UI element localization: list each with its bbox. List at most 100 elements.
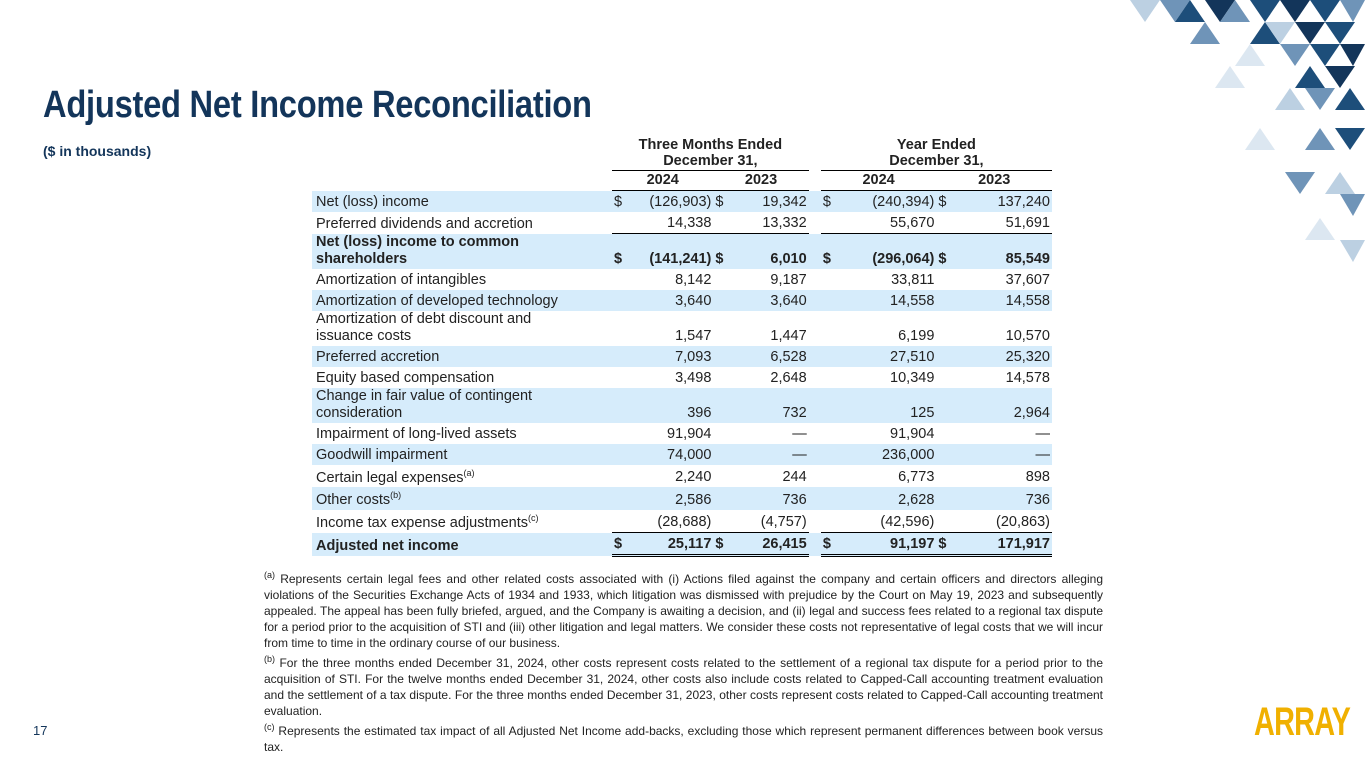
triangle — [1335, 88, 1365, 110]
value-cell: 236,000 — [843, 443, 937, 465]
spacer-cell — [808, 443, 821, 465]
value-cell: 14,558 — [958, 289, 1052, 311]
triangle — [1305, 88, 1335, 110]
value-cell: 125 — [843, 387, 937, 423]
currency-cell — [713, 367, 735, 388]
footnote: (a) Represents certain legal fees and ot… — [264, 567, 1103, 651]
triangle — [1325, 66, 1355, 88]
value-cell: (20,863) — [995, 514, 1050, 531]
currency-cell: $ — [820, 190, 844, 212]
currency-cell — [612, 345, 635, 367]
currency-cell — [713, 387, 736, 423]
currency-cell — [936, 510, 958, 533]
value-cell: 19,342 — [735, 190, 809, 212]
value-cell: 171,917 — [958, 532, 1052, 558]
row-label-line: Preferred dividends and accretion — [316, 215, 533, 232]
table-row: Net (loss) income $ (126,903) $19,342 $ (240,… — [312, 190, 1052, 212]
currency-cell — [936, 367, 958, 388]
triangle — [1245, 128, 1275, 150]
value-cell: 736 — [958, 487, 1052, 511]
value-cell: 25,117 — [634, 532, 714, 558]
currency-cell — [821, 269, 843, 290]
value-cell: (4,757) — [760, 514, 807, 531]
currency: $ — [715, 194, 724, 210]
currency-cell: $ — [936, 233, 959, 269]
empty-cell — [312, 137, 612, 171]
row-label: Preferred accretion — [312, 345, 613, 367]
triangle — [1190, 22, 1220, 44]
row-label: Goodwill impairment — [312, 443, 613, 465]
value-cell: 55,670 — [890, 215, 935, 231]
currency-cell — [612, 367, 634, 388]
row-label-line: Goodwill impairment — [316, 446, 448, 463]
table-row: Impairment of long-lived assets 91,904 — 91… — [312, 423, 1052, 444]
value-cell: (240,394) — [843, 190, 937, 212]
currency-cell — [936, 487, 959, 511]
currency-cell — [820, 443, 844, 465]
currency-cell: $ — [713, 532, 736, 558]
currency-cell: $ — [612, 190, 635, 212]
value-cell: — — [735, 443, 809, 465]
spacer-cell — [809, 510, 821, 533]
footnote-marker: (a) — [264, 570, 275, 580]
value-cell: 7,093 — [634, 345, 714, 367]
table-row: Certain legal expenses(a) 2,240 244 6,773 89… — [312, 465, 1052, 488]
currency-cell — [936, 345, 959, 367]
currency: $ — [822, 194, 831, 210]
value-cell: — — [1035, 425, 1051, 442]
value-cell: 2,628 — [843, 487, 937, 511]
currency-cell — [936, 289, 959, 311]
table-body: Net (loss) income $ (126,903) $19,342 $ (240,… — [312, 190, 1052, 558]
triangle — [1235, 44, 1265, 66]
value-cell: 2,964 — [958, 387, 1052, 423]
group-header: Three Months Ended December 31, — [612, 137, 809, 171]
currency-cell — [612, 487, 635, 511]
currency-cell — [612, 443, 635, 465]
footnote-text: Represents certain legal fees and other … — [264, 572, 1103, 650]
spacer-cell — [808, 345, 821, 367]
value-cell: (296,064) — [843, 233, 937, 269]
value-cell: 14,338 — [667, 215, 712, 231]
value-cell: 2,240 — [675, 469, 712, 486]
currency-cell — [820, 289, 844, 311]
value-cell: 2,586 — [634, 487, 714, 511]
triangle — [1295, 22, 1325, 44]
value-cell: 13,332 — [762, 215, 807, 231]
footnote-text: For the three months ended December 31, … — [264, 656, 1103, 718]
row-label-line: Equity based compensation — [316, 369, 495, 386]
row-label-line: shareholders — [316, 250, 408, 267]
table-row: Other costs(b) 2,586 736 2,628 736 — [312, 487, 1052, 511]
value-cell: 14,558 — [843, 289, 937, 311]
group-header-line: Three Months Ended — [638, 137, 783, 153]
value-cell: 898 — [1025, 469, 1050, 486]
currency-cell: $ — [713, 190, 736, 212]
triangle — [1280, 0, 1310, 22]
currency-cell: $ — [612, 233, 635, 269]
value-cell: 85,549 — [958, 233, 1052, 269]
currency: $ — [614, 250, 623, 267]
triangle — [1285, 172, 1315, 194]
footnote-ref: (b) — [390, 490, 402, 501]
triangle — [1340, 44, 1365, 66]
currency: $ — [715, 250, 724, 267]
currency-cell — [713, 289, 736, 311]
title: Adjusted Net Income Reconciliation — [43, 84, 592, 126]
row-label: Preferred dividends and accretion — [312, 212, 612, 234]
table-row: Adjusted net income $25,117 $26,415 $91,197… — [312, 532, 1052, 558]
triangle — [1280, 44, 1310, 66]
triangle — [1340, 240, 1365, 262]
currency-cell — [713, 423, 735, 444]
spacer-cell — [809, 137, 821, 171]
triangle — [1160, 0, 1190, 22]
currency-cell — [821, 423, 843, 444]
triangle — [1340, 0, 1365, 22]
table-header: Three Months Ended December 31, Year Ended… — [312, 137, 1052, 191]
value-cell: 3,640 — [634, 289, 714, 311]
currency-cell — [713, 487, 736, 511]
table-row: Amortization of developed technology 3,64… — [312, 289, 1052, 311]
currency-cell — [821, 311, 843, 346]
value-cell: 27,510 — [843, 345, 937, 367]
group-header-line: Year Ended — [896, 137, 976, 153]
value-cell: 244 — [782, 469, 807, 486]
